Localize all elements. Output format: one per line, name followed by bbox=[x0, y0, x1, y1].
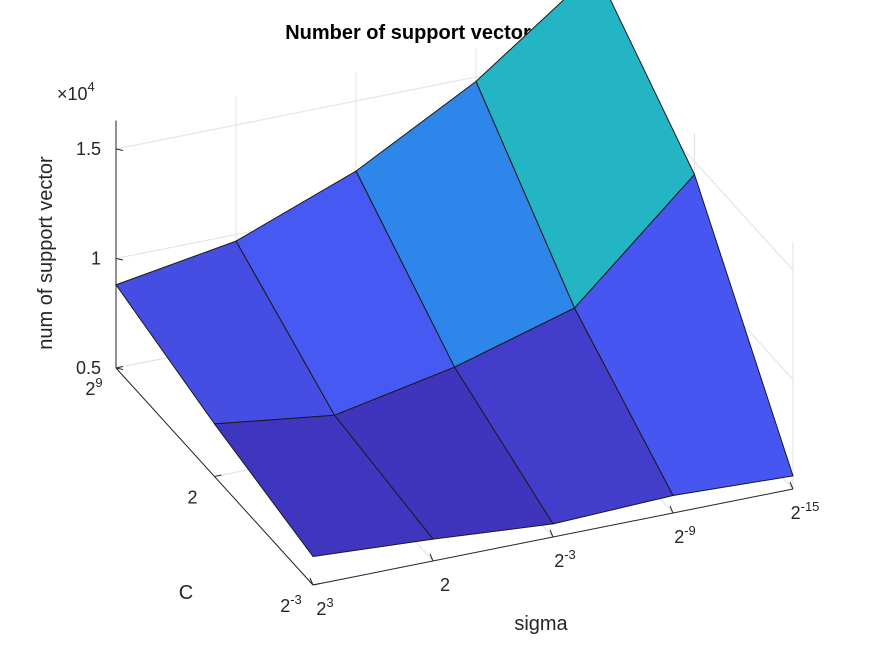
y-tick-mark bbox=[312, 583, 321, 586]
x-tick-label: 23 bbox=[316, 595, 333, 619]
x-tick-label: 2-3 bbox=[554, 547, 576, 571]
tick-labels: 23 2 2-3 2-9 2-15 2-3 2 290.5 1 1.5 bbox=[76, 139, 819, 619]
y-tick-label: 2 bbox=[187, 488, 197, 508]
z-tick-label: 0.5 bbox=[76, 358, 101, 378]
x-tick-mark bbox=[549, 529, 554, 538]
x-axis-label: sigma bbox=[514, 613, 568, 635]
z-multiplier: ×104 bbox=[57, 79, 95, 104]
x-tick-mark bbox=[309, 577, 314, 586]
z-tick-mark bbox=[115, 258, 124, 261]
surface bbox=[115, 0, 794, 558]
z-tick-label: 1 bbox=[91, 249, 101, 269]
y-tick-label: 2-3 bbox=[280, 592, 302, 616]
axes bbox=[115, 120, 794, 586]
surface-face bbox=[213, 414, 434, 558]
y-tick-label: 29 bbox=[85, 375, 102, 399]
z-tick-mark bbox=[115, 148, 124, 151]
x-tick-label: 2-15 bbox=[791, 499, 820, 523]
y-tick-mark bbox=[214, 474, 222, 477]
z-axis-label: num of support vector bbox=[35, 156, 57, 350]
z-tick-mark bbox=[115, 367, 124, 370]
x-tick-mark bbox=[429, 553, 434, 562]
z-tick-label: 1.5 bbox=[76, 139, 101, 159]
x-tick-label: 2-9 bbox=[674, 523, 696, 547]
x-tick-mark bbox=[789, 481, 794, 490]
y-axis-label: C bbox=[179, 582, 193, 604]
x-tick-label: 2 bbox=[440, 575, 450, 595]
x-tick-mark bbox=[669, 505, 674, 514]
